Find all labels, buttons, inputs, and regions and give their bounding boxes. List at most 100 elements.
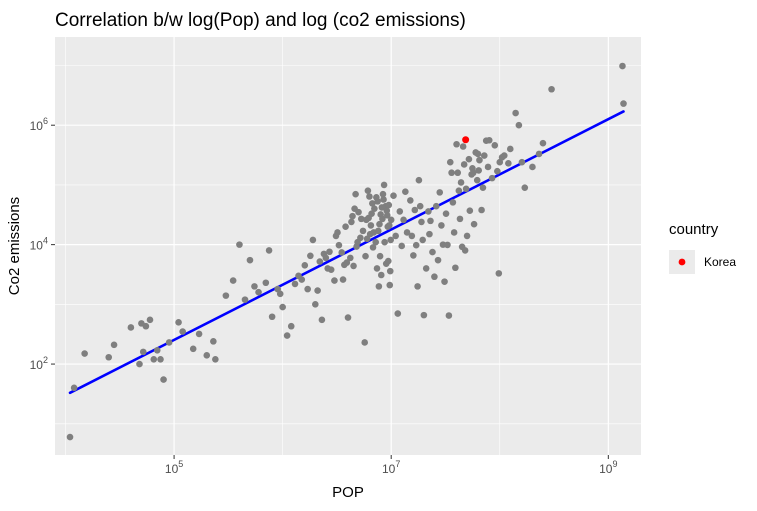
data-point [312,301,319,308]
data-point [255,288,262,296]
data-point [331,277,338,284]
data-point [81,350,88,357]
data-point [431,273,438,281]
data-point [402,188,409,195]
data-point [322,254,330,262]
data-point [414,283,421,290]
data-point [379,215,386,223]
data-point [343,259,351,266]
data-point [376,220,383,228]
data-point [349,212,356,220]
data-point [339,276,347,283]
data-point [348,218,355,226]
data-point [473,176,481,184]
data-point [105,353,113,361]
data-point [222,292,230,299]
data-point [314,287,321,294]
data-point [350,262,357,270]
data-point [318,316,326,324]
x-tick-label: 105 [165,459,183,476]
data-point [392,232,399,240]
data-point [407,197,414,204]
data-point [142,322,150,330]
data-point [189,345,197,353]
data-point [446,158,454,166]
data-point [66,433,74,441]
data-point [449,199,457,206]
data-point [415,176,423,184]
data-point [279,303,286,311]
data-point [165,339,173,346]
data-point [444,241,451,249]
data-point [410,252,417,259]
data-point [450,229,458,236]
data-point [448,169,455,177]
data-point [342,223,349,230]
data-point [362,252,369,260]
data-point [485,136,493,144]
data-point [380,181,388,189]
data-point [179,328,186,335]
data-point [512,109,519,117]
x-tick-label: 109 [599,459,617,476]
data-point [361,339,368,346]
data-point [387,216,395,224]
data-point [344,314,352,321]
data-point [363,235,371,243]
data-point [276,290,284,298]
data-point [384,257,392,265]
data-point [375,283,383,290]
data-point [387,236,395,244]
data-point [484,163,492,171]
data-point [422,265,430,272]
legend-label-korea: Korea [704,255,736,269]
data-point [357,215,365,223]
data-point [412,241,420,249]
data-point [379,190,387,198]
data-point [326,248,333,256]
data-point [369,244,377,251]
data-point [619,62,626,70]
data-point [157,356,164,363]
data-point [403,229,411,236]
y-axis: 102 104 106 [30,116,55,372]
data-point [539,139,547,147]
data-point [506,145,514,153]
y-tick-label: 106 [30,116,48,133]
x-tick-label: 107 [382,459,400,476]
data-point [262,279,270,287]
regression-line [68,110,625,395]
data-point [495,270,503,277]
data-point [386,267,394,275]
data-point [334,229,341,236]
data-point [470,220,478,228]
data-point [386,281,394,289]
y-tick-label: 102 [30,355,48,372]
data-point [136,360,143,368]
data-point-korea [462,136,470,144]
trend-line [68,110,625,395]
data-point [505,160,512,167]
data-point [500,152,508,159]
legend-title: country [669,221,719,238]
data-point [246,256,254,264]
data-point [374,227,382,235]
data-point [70,384,78,392]
data-point [210,338,217,345]
data-point [452,264,459,272]
data-point [390,192,397,199]
data-point [429,248,436,256]
data-point [394,310,402,317]
plot-panel [55,37,641,455]
data-point [385,222,393,229]
data-point [127,324,135,331]
data-point [241,296,249,303]
data-point [366,193,373,200]
data-point [347,254,354,262]
legend: country Korea [669,221,736,274]
x-axis: 105 107 109 [165,455,618,476]
x-axis-title: POP [332,484,364,501]
data-point [416,202,424,210]
data-point [515,121,523,129]
